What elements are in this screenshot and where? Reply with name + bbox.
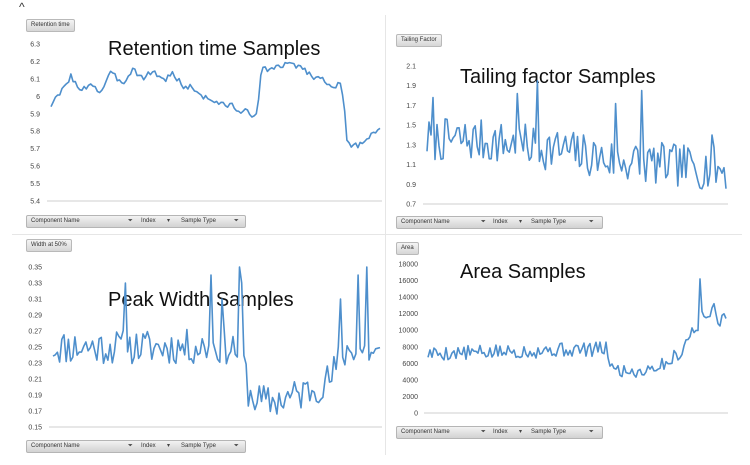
collapse-caret-icon[interactable]: ^: [19, 0, 25, 14]
chart-panel-area: Area Area Samples 18000 16000 14000 12000 10…: [386, 237, 742, 459]
y-tick-label: 1.7: [406, 103, 416, 110]
field-button-retention-time[interactable]: Retention time: [26, 19, 75, 32]
y-tick-label: 12000: [399, 311, 419, 318]
y-tick-label: 0.27: [28, 329, 42, 336]
filter-component-name[interactable]: Component Name: [401, 219, 450, 225]
y-tick-label: 8000: [402, 344, 418, 351]
y-tick-label: 5.6: [30, 164, 40, 171]
y-tick-label: 4000: [402, 377, 418, 384]
y-tick-label: 14000: [399, 295, 419, 302]
y-tick-label: 5.9: [30, 111, 40, 118]
chart-panel-retention-time: Retention time Retention time Samples 6.…: [14, 16, 384, 232]
filter-sample-type[interactable]: Sample Type: [531, 219, 566, 225]
y-tick-label: 0.29: [28, 313, 42, 320]
series-line: [426, 80, 727, 190]
filter-sample-type[interactable]: Sample Type: [181, 443, 216, 449]
y-tick-label: 2.1: [406, 64, 416, 71]
y-tick-label: 0.19: [28, 393, 42, 400]
chart-title: Peak Width Samples: [108, 289, 294, 311]
y-tick-label: 0: [414, 411, 418, 418]
chart-panel-width-at-50: Width at 50% Peak Width Samples 0.35 0.33…: [14, 237, 384, 459]
filter-bar: Component Name ⏷ Index ▾ Sample Type ⏷: [26, 440, 246, 453]
panel-divider-vertical: [385, 15, 386, 455]
y-tick-label: 0.33: [28, 281, 42, 288]
y-tick-label: 0.25: [28, 345, 42, 352]
y-tick-label: 1.1: [406, 162, 416, 169]
field-button-area[interactable]: Area: [396, 242, 419, 255]
y-tick-label: 2000: [402, 394, 418, 401]
filter-index[interactable]: Index: [493, 219, 508, 225]
y-tick-label: 18000: [399, 262, 419, 269]
filter-icon[interactable]: ⏷: [481, 429, 486, 435]
filter-index[interactable]: Index: [493, 429, 508, 435]
filter-bar: Component Name ⏷ Index ▾ Sample Type ⏷: [396, 426, 603, 439]
filter-icon[interactable]: ⏷: [234, 218, 239, 224]
tailing-factor-line-chart: 2.1 1.9 1.7 1.5 1.3 1.1 0.9 0.7: [406, 64, 728, 209]
y-tick-label: 16000: [399, 278, 419, 285]
filter-index[interactable]: Index: [141, 443, 156, 449]
y-tick-label: 1.5: [406, 123, 416, 130]
chart-panel-tailing-factor: Tailing Factor Tailing factor Samples 2.…: [386, 16, 742, 232]
chart-title: Area Samples: [460, 261, 586, 283]
filter-component-name[interactable]: Component Name: [31, 443, 80, 449]
filter-bar: Component Name ⏷ Index ▾ Sample Type ⏷: [26, 215, 246, 228]
filter-icon[interactable]: ⏷: [589, 429, 594, 435]
filter-bar: Component Name ⏷ Index ▾ Sample Type ⏷: [396, 216, 603, 229]
y-tick-label: 0.15: [28, 425, 42, 432]
filter-sample-type[interactable]: Sample Type: [531, 429, 566, 435]
y-tick-label: 6: [36, 94, 40, 101]
dropdown-icon[interactable]: ▾: [519, 219, 523, 225]
filter-icon[interactable]: ⏷: [128, 443, 133, 449]
y-tick-label: 1.9: [406, 83, 416, 90]
dropdown-icon[interactable]: ▾: [519, 429, 523, 435]
filter-index[interactable]: Index: [141, 218, 156, 224]
y-tick-label: 5.7: [30, 146, 40, 153]
chart-title: Retention time Samples: [108, 38, 321, 60]
y-tick-label: 0.7: [406, 202, 416, 209]
y-tick-label: 0.23: [28, 361, 42, 368]
retention-time-line-chart: 6.3 6.2 6.1 6 5.9 5.8 5.7 5.6 5.5 5.4: [30, 42, 382, 206]
y-tick-label: 0.21: [28, 377, 42, 384]
y-tick-label: 5.5: [30, 181, 40, 188]
dropdown-icon[interactable]: ▾: [167, 218, 171, 224]
filter-sample-type[interactable]: Sample Type: [181, 218, 216, 224]
y-tick-label: 0.31: [28, 297, 42, 304]
area-line-chart: 18000 16000 14000 12000 10000 8000 6000 4000 200…: [399, 262, 728, 418]
y-tick-label: 0.35: [28, 265, 42, 272]
filter-component-name[interactable]: Component Name: [31, 218, 80, 224]
field-button-tailing-factor[interactable]: Tailing Factor: [396, 34, 442, 47]
series-line: [427, 278, 727, 378]
y-tick-label: 5.8: [30, 129, 40, 136]
filter-icon[interactable]: ⏷: [234, 443, 239, 449]
y-tick-label: 0.17: [28, 409, 42, 416]
filter-icon[interactable]: ⏷: [128, 218, 133, 224]
y-tick-label: 1.3: [406, 142, 416, 149]
panel-divider-horizontal: [12, 234, 742, 235]
y-tick-label: 6.2: [30, 59, 40, 66]
dropdown-icon[interactable]: ▾: [167, 443, 171, 449]
y-tick-label: 6000: [402, 361, 418, 368]
series-line: [50, 61, 381, 149]
field-button-width-at-50[interactable]: Width at 50%: [26, 239, 72, 252]
y-tick-label: 5.4: [30, 199, 40, 206]
filter-icon[interactable]: ⏷: [589, 219, 594, 225]
y-tick-label: 6.3: [30, 42, 40, 49]
y-tick-label: 10000: [399, 328, 419, 335]
peak-width-line-chart: 0.35 0.33 0.31 0.29 0.27 0.25 0.23 0.21 0.19 0.17…: [28, 265, 382, 432]
chart-title: Tailing factor Samples: [460, 66, 656, 88]
filter-icon[interactable]: ⏷: [481, 219, 486, 225]
y-tick-label: 0.9: [406, 182, 416, 189]
series-line: [52, 266, 381, 415]
filter-component-name[interactable]: Component Name: [401, 429, 450, 435]
y-tick-label: 6.1: [30, 76, 40, 83]
